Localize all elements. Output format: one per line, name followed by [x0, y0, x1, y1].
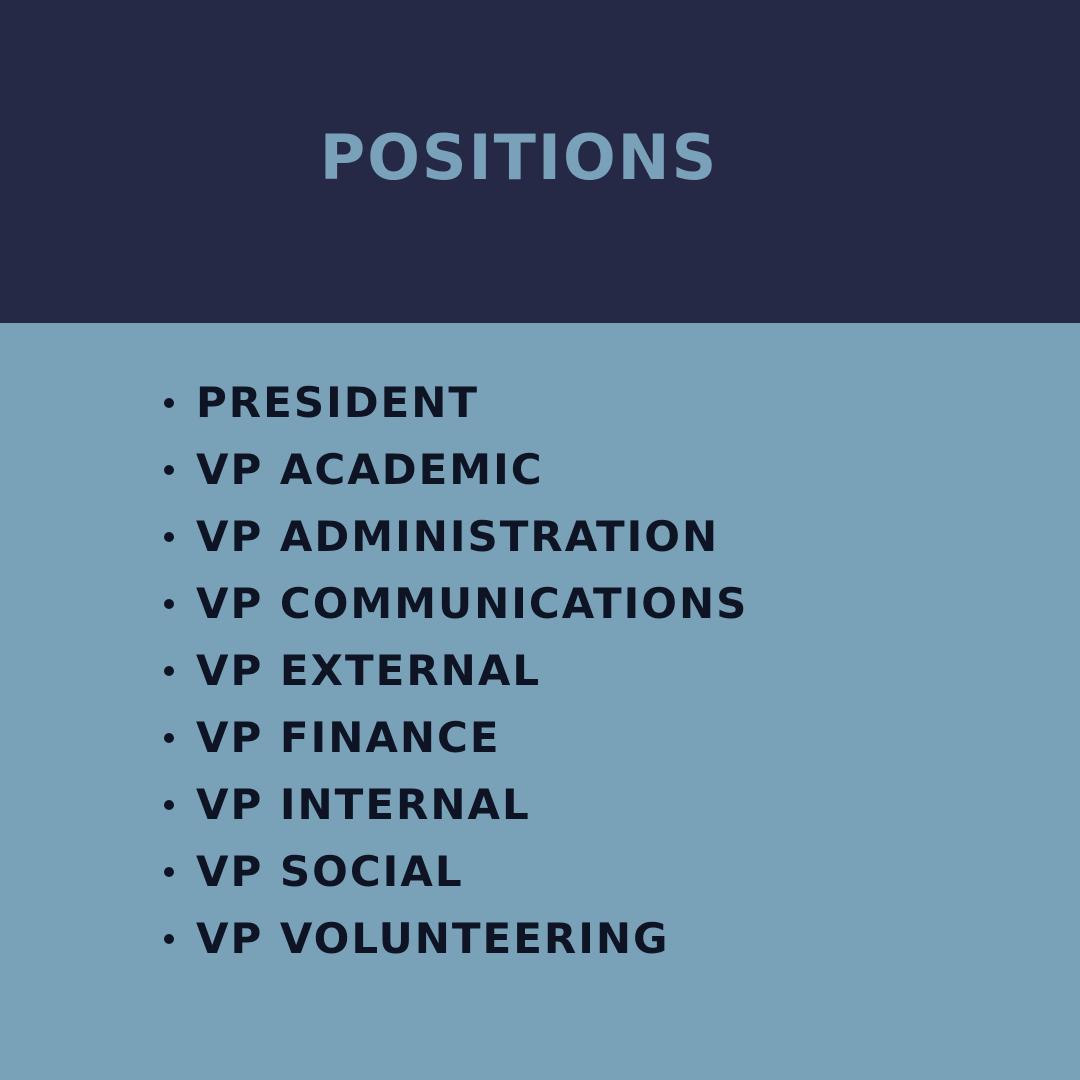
bullet-icon: [164, 866, 174, 877]
bullet-icon: [164, 665, 174, 676]
list-item: VP FINANCE: [164, 704, 748, 771]
bullet-icon: [164, 732, 174, 743]
header-banner: POSITIONS: [0, 0, 1080, 323]
bullet-icon: [164, 531, 174, 542]
position-label: VP ADMINISTRATION: [196, 512, 720, 561]
bullet-icon: [164, 598, 174, 609]
bullet-icon: [164, 799, 174, 810]
position-label: VP VOLUNTEERING: [196, 914, 670, 963]
bullet-icon: [164, 464, 174, 475]
position-label: VP INTERNAL: [196, 780, 531, 829]
list-item: VP ACADEMIC: [164, 436, 748, 503]
bullet-icon: [164, 933, 174, 944]
position-label: VP COMMUNICATIONS: [196, 579, 749, 628]
positions-panel: PRESIDENT VP ACADEMIC VP ADMINISTRATION …: [0, 323, 1080, 1080]
position-label: VP SOCIAL: [196, 847, 464, 896]
position-label: VP FINANCE: [196, 713, 501, 762]
list-item: VP VOLUNTEERING: [164, 905, 748, 972]
list-item: VP SOCIAL: [164, 838, 748, 905]
position-label: PRESIDENT: [196, 378, 480, 427]
list-item: VP COMMUNICATIONS: [164, 570, 748, 637]
page-title: POSITIONS: [319, 121, 719, 194]
list-item: PRESIDENT: [164, 369, 748, 436]
position-label: VP EXTERNAL: [196, 646, 542, 695]
list-item: VP EXTERNAL: [164, 637, 748, 704]
position-label: VP ACADEMIC: [196, 445, 544, 494]
list-item: VP INTERNAL: [164, 771, 748, 838]
positions-list: PRESIDENT VP ACADEMIC VP ADMINISTRATION …: [164, 369, 748, 972]
bullet-icon: [164, 397, 174, 408]
list-item: VP ADMINISTRATION: [164, 503, 748, 570]
